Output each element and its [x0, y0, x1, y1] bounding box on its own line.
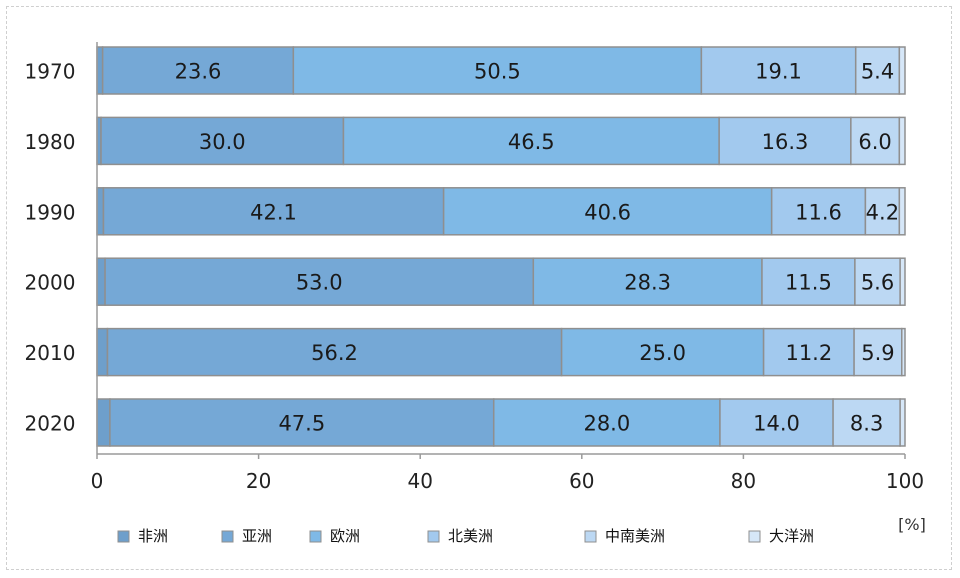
- data-label: 53.0: [296, 271, 343, 295]
- bar-1980-series-2: [342, 116, 720, 166]
- legend-label: 非洲: [138, 527, 168, 545]
- data-label: 14.0: [753, 412, 800, 436]
- data-label: 30.0: [199, 130, 246, 154]
- bar-2020-series-5: [899, 398, 906, 447]
- bar-1980-series-4: [850, 116, 901, 166]
- bar-2020-series-2: [492, 398, 721, 447]
- data-label: 5.4: [861, 60, 894, 84]
- chart-frame: [6, 6, 952, 570]
- legend-swatch: [584, 530, 597, 543]
- bar-2020-series-0: [96, 398, 111, 447]
- x-tick-label: 80: [731, 469, 756, 493]
- legend-label: 北美洲: [448, 527, 493, 545]
- bar-2010-series-5: [901, 327, 906, 377]
- data-label: 8.3: [850, 412, 883, 436]
- bar-2020-series-1: [109, 398, 495, 447]
- bar-group: 23.6 50.5 19.1 5.4 30.0 46.5 16.3 6.0 42.1 40.6 11…: [96, 46, 906, 447]
- data-label: 50.5: [474, 60, 521, 84]
- bar-1990-series-4: [864, 187, 901, 236]
- legend-label: 中南美洲: [605, 527, 665, 545]
- bar-2000-series-1: [104, 257, 535, 306]
- data-label: 46.5: [508, 130, 555, 154]
- bar-1970-series-4: [854, 46, 901, 95]
- x-tick-label: 20: [246, 469, 271, 493]
- bar-1990-series-3: [770, 187, 867, 236]
- bar-1990-series-5: [898, 187, 906, 236]
- data-label: 5.9: [861, 341, 894, 365]
- data-label: 4.2: [866, 200, 899, 224]
- data-label: 23.6: [175, 60, 222, 84]
- bar-2000-series-2: [532, 257, 763, 306]
- bar-2000-series-3: [761, 257, 856, 306]
- bar-1970-series-2: [292, 46, 703, 95]
- legend-swatch: [117, 530, 130, 543]
- data-label: 6.0: [858, 130, 891, 154]
- legend-swatch: [427, 530, 440, 543]
- bar-2020-series-4: [832, 398, 901, 447]
- legend: 非洲 亚洲 欧洲 北美洲 中南美洲 大洋洲: [117, 527, 814, 545]
- bar-2010-series-0: [96, 327, 109, 377]
- data-label: 16.3: [762, 130, 809, 154]
- bar-2000-series-0: [96, 257, 106, 306]
- data-label: 5.6: [861, 271, 894, 295]
- x-tick-label: 0: [91, 469, 104, 493]
- bar-2010-series-3: [762, 327, 855, 377]
- data-label: 56.2: [311, 341, 358, 365]
- bar-1990-series-2: [442, 187, 773, 236]
- data-label: 28.3: [624, 271, 671, 295]
- legend-label: 亚洲: [242, 527, 272, 545]
- legend-label: 大洋洲: [769, 527, 814, 545]
- axes: 1970 1980 1990 2000 2010 2020 0 20 40 60 80 100: [25, 42, 924, 493]
- data-label: 19.1: [755, 60, 802, 84]
- y-tick-label: 2000: [25, 271, 76, 295]
- data-label: 25.0: [639, 341, 686, 365]
- legend-label: 欧洲: [330, 527, 360, 545]
- y-tick-label: 1980: [25, 130, 76, 154]
- data-label: 11.2: [785, 341, 832, 365]
- data-label: 47.5: [278, 412, 325, 436]
- y-tick-label: 2020: [25, 412, 76, 436]
- bar-2000-series-5: [899, 257, 906, 306]
- bar-1990-series-1: [102, 187, 445, 236]
- bar-2010-series-1: [106, 327, 563, 377]
- x-tick-label: 40: [407, 469, 432, 493]
- legend-swatch: [748, 530, 761, 543]
- bar-1970-series-1: [101, 46, 295, 95]
- bar-2010-series-2: [560, 327, 765, 377]
- data-label: 42.1: [250, 200, 297, 224]
- x-tick-label: 100: [886, 469, 924, 493]
- bar-1990-series-0: [96, 187, 105, 236]
- x-tick-label: 60: [569, 469, 594, 493]
- y-tick-label: 2010: [25, 341, 76, 365]
- bar-1980-series-5: [898, 116, 906, 166]
- bar-1970-series-5: [898, 46, 906, 95]
- data-label: 40.6: [584, 200, 631, 224]
- bar-2020-series-3: [719, 398, 834, 447]
- bar-1980-series-1: [100, 116, 345, 166]
- legend-swatch: [309, 530, 322, 543]
- y-tick-label: 1990: [25, 200, 76, 224]
- data-label: 28.0: [583, 412, 630, 436]
- unit-label: [%]: [898, 515, 926, 534]
- bar-1970-series-0: [96, 46, 104, 95]
- data-label: 11.6: [795, 200, 842, 224]
- data-label: 11.5: [785, 271, 832, 295]
- y-tick-label: 1970: [25, 60, 76, 84]
- legend-swatch: [221, 530, 234, 543]
- bar-2000-series-4: [854, 257, 901, 306]
